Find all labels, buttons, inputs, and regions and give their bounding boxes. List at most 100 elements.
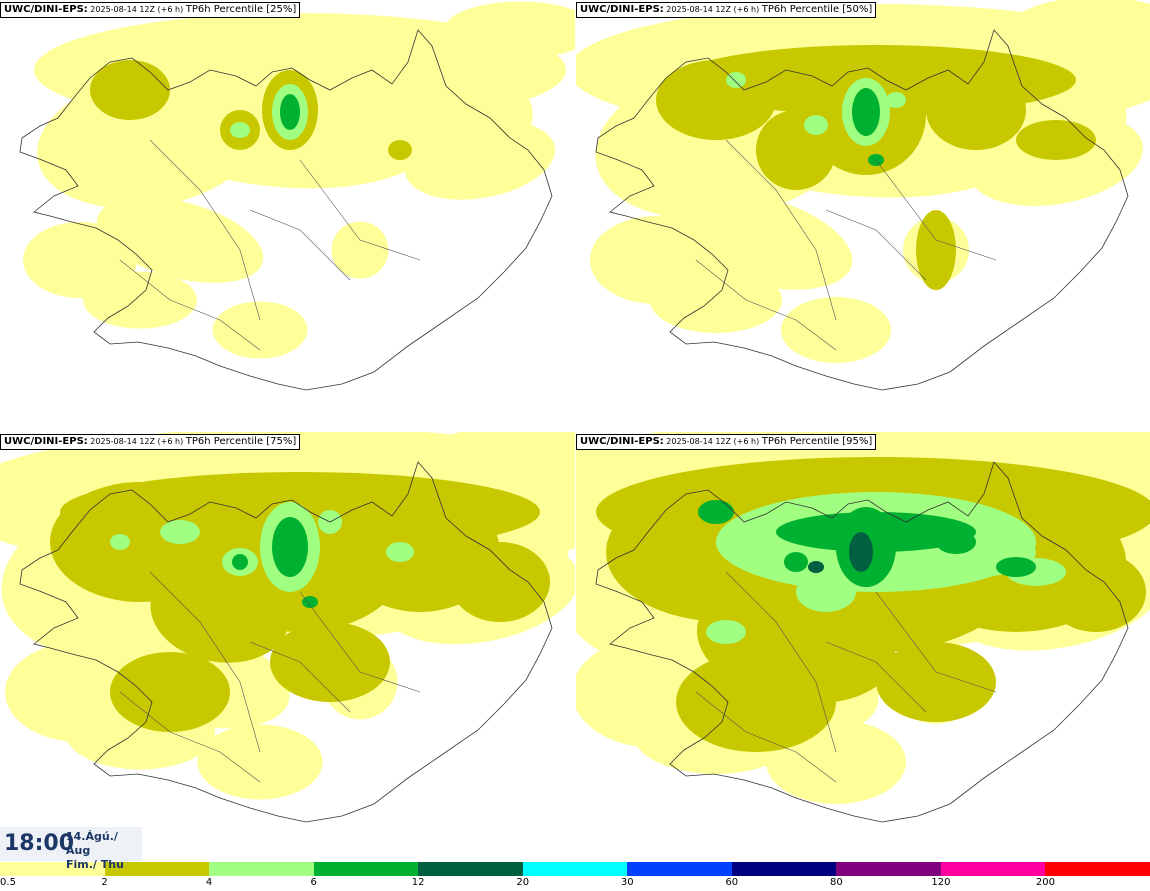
precip-area <box>388 140 412 160</box>
precip-area <box>96 197 264 283</box>
boundary-line <box>695 691 837 783</box>
precip-area <box>926 70 1026 150</box>
boundary-line <box>249 209 351 281</box>
boundary-line <box>299 159 421 261</box>
legend-swatch <box>731 862 837 876</box>
legend-swatch <box>836 862 941 876</box>
boundary-line <box>825 209 927 281</box>
legend-tick-label: 200 <box>1035 877 1055 888</box>
precip-area <box>676 652 836 752</box>
field-name: TP6h Percentile [75%] <box>185 436 297 447</box>
legend-swatch <box>104 862 210 876</box>
precip-area <box>331 221 389 279</box>
legend-swatch <box>313 862 419 876</box>
legend-tick-label: 4 <box>205 877 213 888</box>
precip-area <box>5 642 155 742</box>
panel-title: UWC/DINI-EPS: 2025-08-14 12Z (+6 h) TP6h… <box>0 2 301 18</box>
precipitation-map <box>576 432 1150 823</box>
precip-area <box>916 210 956 290</box>
coastline <box>595 461 1129 823</box>
precip-area <box>110 534 130 550</box>
precip-area <box>90 60 170 120</box>
legend-swatch <box>0 862 105 876</box>
legend-tick-label: 60 <box>725 877 739 888</box>
model-name: UWC/DINI-EPS: <box>4 436 88 447</box>
boundary-line <box>725 139 837 321</box>
precip-area <box>302 596 318 608</box>
precip-area <box>280 94 300 130</box>
precip-area <box>270 622 390 702</box>
precip-area <box>160 520 200 544</box>
valid-date: 14.Ágú./ Aug Fim./ Thu <box>66 830 142 872</box>
precip-area <box>706 620 746 644</box>
map-panel-25: UWC/DINI-EPS: 2025-08-14 12Z (+6 h) TP6h… <box>0 0 575 431</box>
boundary-line <box>695 259 837 351</box>
precip-area <box>23 222 137 298</box>
coastline <box>19 29 553 391</box>
precip-area <box>444 1 575 59</box>
legend-tick-label: 2 <box>101 877 108 888</box>
panel-title: UWC/DINI-EPS: 2025-08-14 12Z (+6 h) TP6h… <box>576 2 877 18</box>
legend-color-bar <box>0 862 1150 876</box>
model-name: UWC/DINI-EPS: <box>4 4 88 15</box>
precip-area <box>796 572 856 612</box>
precip-area <box>150 561 290 663</box>
boundary-line <box>825 641 927 713</box>
run-info: 2025-08-14 12Z (+6 h) <box>87 437 186 446</box>
legend-swatch <box>627 862 732 876</box>
field-name: TP6h Percentile [50%] <box>761 4 873 15</box>
boundary-line <box>149 139 261 321</box>
precip-area <box>230 122 250 138</box>
precip-area <box>212 301 308 359</box>
precip-area <box>450 542 550 622</box>
legend-tick-label: 12 <box>411 877 425 888</box>
legend-swatch <box>940 862 1046 876</box>
map-panel-75: UWC/DINI-EPS: 2025-08-14 12Z (+6 h) TP6h… <box>0 432 575 863</box>
boundary-line <box>149 571 261 753</box>
legend-swatch <box>418 862 523 876</box>
legend-swatch <box>209 862 314 876</box>
precip-area <box>716 520 796 564</box>
precip-area <box>849 532 873 572</box>
boundary-line <box>725 571 837 753</box>
model-name: UWC/DINI-EPS: <box>580 4 664 15</box>
legend-tick-label: 30 <box>620 877 634 888</box>
legend-tick-label: 0.5 <box>0 877 16 888</box>
boundary-line <box>119 259 261 351</box>
precip-area <box>1046 552 1146 632</box>
legend-tick-label: 20 <box>516 877 530 888</box>
precip-area <box>1016 120 1096 160</box>
panel-title: UWC/DINI-EPS: 2025-08-14 12Z (+6 h) TP6h… <box>576 434 877 450</box>
run-info: 2025-08-14 12Z (+6 h) <box>663 5 762 14</box>
run-info: 2025-08-14 12Z (+6 h) <box>87 5 186 14</box>
precip-area <box>110 652 230 732</box>
precip-area <box>197 724 323 800</box>
panel-title: UWC/DINI-EPS: 2025-08-14 12Z (+6 h) TP6h… <box>0 434 301 450</box>
boundary-line <box>875 591 997 693</box>
precip-area <box>404 120 556 200</box>
map-panel-50: UWC/DINI-EPS: 2025-08-14 12Z (+6 h) TP6h… <box>576 0 1150 431</box>
precip-area <box>386 542 414 562</box>
valid-date-line1: 14.Ágú./ Aug <box>66 830 118 857</box>
precip-area <box>726 72 746 88</box>
precip-area <box>804 115 828 135</box>
precip-area <box>936 530 976 554</box>
run-info: 2025-08-14 12Z (+6 h) <box>663 437 762 446</box>
precip-area <box>272 517 308 577</box>
precip-area <box>876 642 996 722</box>
valid-date-line2: Fim./ Thu <box>66 858 124 871</box>
precip-area <box>781 297 891 363</box>
legend-tick-label: 80 <box>829 877 843 888</box>
precip-area <box>590 216 722 304</box>
precip-area <box>996 557 1036 577</box>
boundary-line <box>119 691 261 783</box>
precip-area <box>808 561 824 573</box>
precip-area <box>784 552 808 572</box>
valid-time-box: 18:00 14.Ágú./ Aug Fim./ Thu <box>0 827 142 871</box>
boundary-line <box>249 641 351 713</box>
coastline <box>19 461 553 823</box>
boundary-line <box>875 159 997 261</box>
coastline <box>595 29 1129 391</box>
field-name: TP6h Percentile [25%] <box>185 4 297 15</box>
precipitation-map <box>0 432 575 823</box>
